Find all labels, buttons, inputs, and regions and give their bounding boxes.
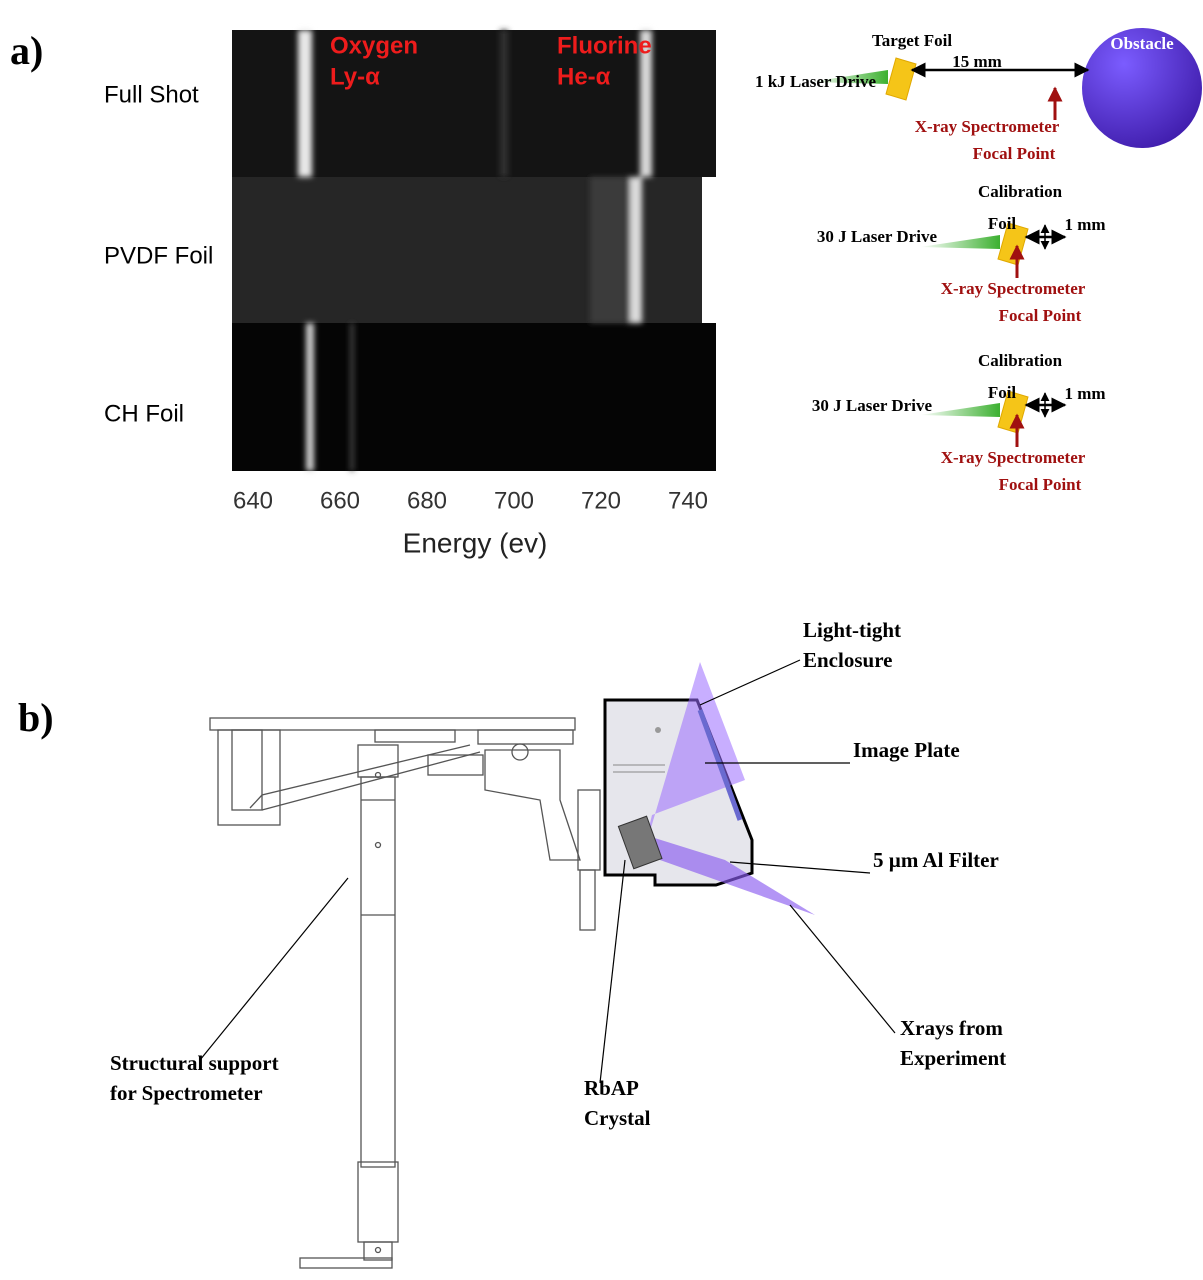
focal-label: X-ray Spectrometer xyxy=(941,448,1086,467)
foil-label: Target Foil xyxy=(872,31,952,50)
callout-label: Structural support xyxy=(110,1051,279,1075)
focal-label: Focal Point xyxy=(999,306,1082,325)
foil-label: Foil xyxy=(988,214,1017,233)
focal-label: Focal Point xyxy=(999,475,1082,494)
transition-label: He-α xyxy=(557,63,611,90)
x-tick-label: 700 xyxy=(494,487,534,514)
x-tick-label: 720 xyxy=(581,487,621,514)
callout-label: 5 µm Al Filter xyxy=(873,848,999,872)
callout-label: Experiment xyxy=(900,1046,1006,1070)
spectra-image xyxy=(232,30,716,471)
row-label: PVDF Foil xyxy=(104,242,213,269)
x-tick-label: 640 xyxy=(233,487,273,514)
panel-label: b) xyxy=(18,695,54,740)
leader-lines xyxy=(200,660,895,1083)
foil-label: Calibration xyxy=(978,351,1063,370)
focal-label: Focal Point xyxy=(973,144,1056,163)
laser-cone xyxy=(920,403,1000,417)
x-tick-label: 660 xyxy=(320,487,360,514)
foil-label: Foil xyxy=(988,383,1017,402)
row-label: Full Shot xyxy=(104,81,199,108)
axis-title: Energy (ev) xyxy=(403,527,548,558)
element-label: Oxygen xyxy=(330,32,418,59)
foil-label: Calibration xyxy=(978,182,1063,201)
callout-label: Image Plate xyxy=(853,738,960,762)
focal-label: X-ray Spectrometer xyxy=(941,279,1086,298)
panel-label: a) xyxy=(10,28,43,73)
obstacle-label: Obstacle xyxy=(1110,34,1174,53)
callouts: Light-tight Enclosure Image Plate 5 µm Al F… xyxy=(110,618,1006,1130)
x-tick-label: 740 xyxy=(668,487,708,514)
element-label: Fluorine xyxy=(557,32,652,59)
x-tick-label: 680 xyxy=(407,487,447,514)
distance-label: 1 mm xyxy=(1064,384,1105,403)
focal-label: X-ray Spectrometer xyxy=(915,117,1060,136)
distance-label: 15 mm xyxy=(952,52,1002,71)
row-labels: Full Shot PVDF Foil CH Foil xyxy=(104,81,213,427)
figure: a) Oxygen Ly-α Fluorine He-α Full Shot P… xyxy=(0,0,1203,1280)
apparatus xyxy=(210,718,600,1268)
callout-label: Light-tight xyxy=(803,618,901,642)
foil xyxy=(886,58,916,100)
row-label: CH Foil xyxy=(104,400,184,427)
setup: Calibration Foil 1 mm 30 J Laser Drive X-ray… xyxy=(817,182,1106,325)
drive-label: 1 kJ Laser Drive xyxy=(755,72,876,91)
setup: Calibration Foil 1 mm 30 J Laser Drive X-ray… xyxy=(812,351,1106,494)
transition-label: Ly-α xyxy=(330,63,380,90)
callout-label: RbAP xyxy=(584,1076,639,1100)
callout-label: Enclosure xyxy=(803,648,892,672)
callout-label: Xrays from xyxy=(900,1016,1003,1040)
distance-label: 1 mm xyxy=(1064,215,1105,234)
callout-label: Crystal xyxy=(584,1106,651,1130)
x-axis: 640 660 680 700 720 740 xyxy=(233,487,708,514)
callout-label: for Spectrometer xyxy=(110,1081,263,1105)
drive-label: 30 J Laser Drive xyxy=(817,227,938,246)
drive-label: 30 J Laser Drive xyxy=(812,396,933,415)
